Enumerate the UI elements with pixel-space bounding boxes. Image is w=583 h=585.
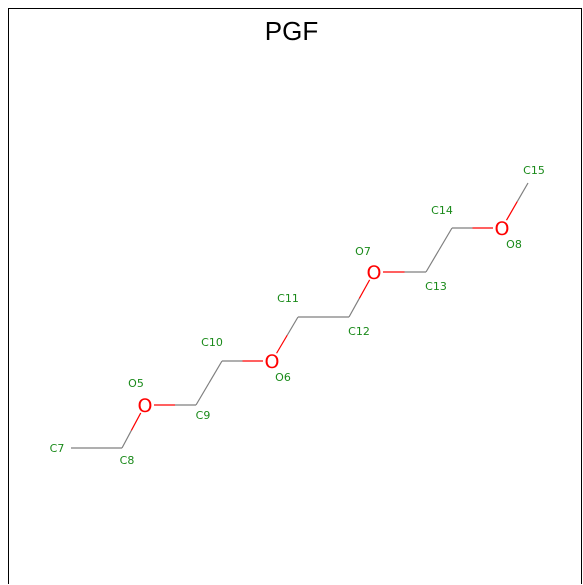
bond-segment <box>438 227 453 251</box>
diagram-frame <box>8 8 582 584</box>
bond-c12-o7 <box>348 279 371 318</box>
bond-c9-c10 <box>195 360 223 406</box>
bond-c13-c14 <box>425 227 453 273</box>
atom-label-o7: O7 <box>355 245 371 258</box>
bond-o8-c15 <box>505 182 529 221</box>
diagram-title: PGF <box>264 16 319 46</box>
atom-label-o5: O5 <box>128 377 144 390</box>
bond-segment <box>130 412 142 431</box>
atom-label-c9: C9 <box>196 409 211 422</box>
bond-segment <box>516 182 529 202</box>
atom-symbol-o5: O <box>138 395 153 417</box>
atom-label-c13: C13 <box>425 280 447 293</box>
bond-segment <box>348 298 360 318</box>
bond-segment <box>195 382 210 406</box>
atom-label-c14: C14 <box>431 204 453 217</box>
atom-label-o6: O6 <box>275 371 291 384</box>
atom-symbol-o8: O <box>495 218 510 240</box>
atom-label-c11: C11 <box>277 292 299 305</box>
atom-symbol-o7: O <box>367 262 382 284</box>
atom-label-c8: C8 <box>120 454 135 467</box>
bond-segment <box>286 316 299 336</box>
atom-label-c10: C10 <box>201 336 223 349</box>
bond-segment <box>358 279 371 299</box>
bond-segment <box>425 249 440 273</box>
bond-c8-o5 <box>121 412 142 449</box>
bond-segment <box>208 360 223 384</box>
bond-o6-c11 <box>276 316 299 354</box>
atom-label-c12: C12 <box>348 325 370 338</box>
bond-segment <box>276 334 288 354</box>
bond-segment <box>505 201 518 221</box>
bond-segment <box>121 430 132 449</box>
atom-label-c7: C7 <box>50 442 65 455</box>
atom-label-o8: O8 <box>506 238 522 251</box>
atom-label-c15: C15 <box>523 164 545 177</box>
atom-symbol-o6: O <box>265 351 280 373</box>
